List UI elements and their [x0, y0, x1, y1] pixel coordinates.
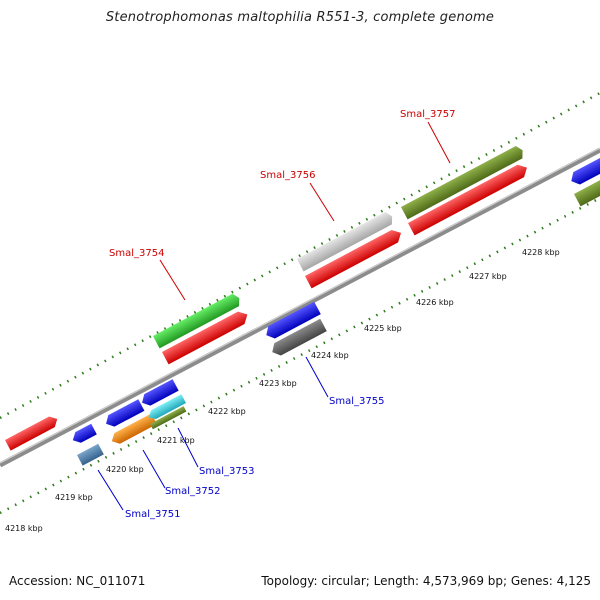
gene-label-forward: Smal_3757 [400, 109, 455, 120]
gene-label-forward: Smal_3756 [260, 170, 315, 181]
lower-tick-track [0, 196, 600, 515]
kbp-label: 4228 kbp [522, 248, 560, 257]
gene-arrow-olive [401, 145, 523, 220]
map-title: Stenotrophomonas maltophilia R551-3, com… [105, 10, 495, 25]
gene-label-reverse: Smal_3753 [199, 466, 254, 477]
gene-arrow-blue [266, 301, 321, 339]
genome-summary-text: Topology: circular; Length: 4,573,969 bp… [261, 574, 591, 588]
gene-arrow-orange [111, 413, 158, 444]
gene-arrow-blue [72, 423, 97, 443]
kbp-label: 4224 kbp [311, 351, 349, 360]
genome-backbone [0, 147, 600, 468]
accession-text: Accession: NC_011071 [9, 574, 146, 588]
gene-arrow-steelblue [77, 443, 104, 466]
gene-labels: Smal_3754 Smal_3756 Smal_3757 Smal_3751 … [109, 109, 455, 520]
label-leader-lines [97, 121, 451, 511]
gene-arrow-darkgray [272, 318, 327, 356]
gene-arrow-blue [571, 156, 600, 185]
gene-label-reverse: Smal_3752 [165, 486, 220, 497]
kbp-label: 4226 kbp [416, 298, 454, 307]
gene-arrow-olive [574, 175, 600, 207]
reverse-genes [72, 301, 327, 466]
gene-arrow-cyan [148, 394, 187, 420]
gene-arrow-lightgray [297, 212, 393, 272]
gene-arrow-olive-small [150, 406, 187, 430]
kbp-label: 4221 kbp [157, 436, 195, 445]
kbp-labels: 4218 kbp 4219 kbp 4220 kbp 4221 kbp 4222… [5, 248, 560, 533]
gene-label-reverse: Smal_3755 [329, 396, 384, 407]
upper-tick-track [0, 91, 600, 420]
gene-arrow-red [408, 164, 527, 236]
gene-label-reverse: Smal_3751 [125, 509, 180, 520]
gene-arrow-red [162, 311, 248, 365]
gene-arrow-green [153, 293, 240, 349]
kbp-label: 4227 kbp [469, 272, 507, 281]
forward-genes [5, 145, 600, 451]
gene-arrow-blue [142, 379, 179, 406]
kbp-label: 4222 kbp [208, 407, 246, 416]
gene-arrow-red [305, 229, 401, 289]
gene-label-forward: Smal_3754 [109, 248, 164, 259]
kbp-label: 4218 kbp [5, 524, 43, 533]
kbp-label: 4225 kbp [364, 324, 402, 333]
kbp-label: 4220 kbp [106, 465, 144, 474]
kbp-label: 4223 kbp [259, 379, 297, 388]
gene-arrow-blue [106, 399, 145, 427]
kbp-label: 4219 kbp [55, 493, 93, 502]
gene-arrow-red [5, 416, 58, 451]
